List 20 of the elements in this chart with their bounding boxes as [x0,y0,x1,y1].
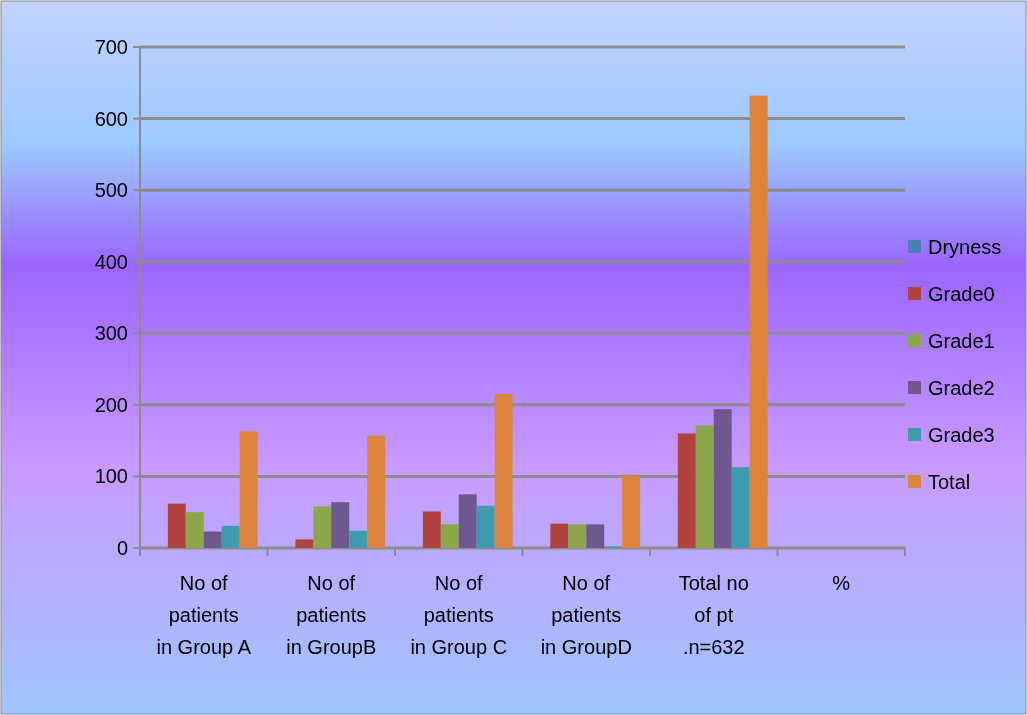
y-tick-label: 200 [94,393,128,416]
legend-label: Grade3 [928,424,995,446]
x-tick-label: No of patients in Group A [156,572,252,658]
y-tick-label: 600 [94,107,128,130]
y-tick-label: 400 [94,250,128,273]
legend-label: Grade1 [928,330,995,352]
x-tick-label: Total no of pt .n=632 [678,572,749,658]
legend-label: Total [928,471,971,493]
x-tick-label: No of patients in GroupD [540,572,632,658]
legend-label: Grade0 [928,283,995,305]
y-tick-label: 500 [94,179,128,202]
legend-label: Dryness [928,236,1002,258]
x-tick-label: No of patients in Group C [410,572,508,658]
y-tick-label: 0 [116,537,128,559]
legend-label: Grade2 [928,377,995,399]
y-tick-label: 700 [94,36,128,58]
x-tick-label: No of patients in GroupB [286,572,377,658]
y-tick-label: 100 [94,465,128,488]
x-tick-label: % [832,572,851,594]
y-tick-label: 300 [94,322,128,345]
